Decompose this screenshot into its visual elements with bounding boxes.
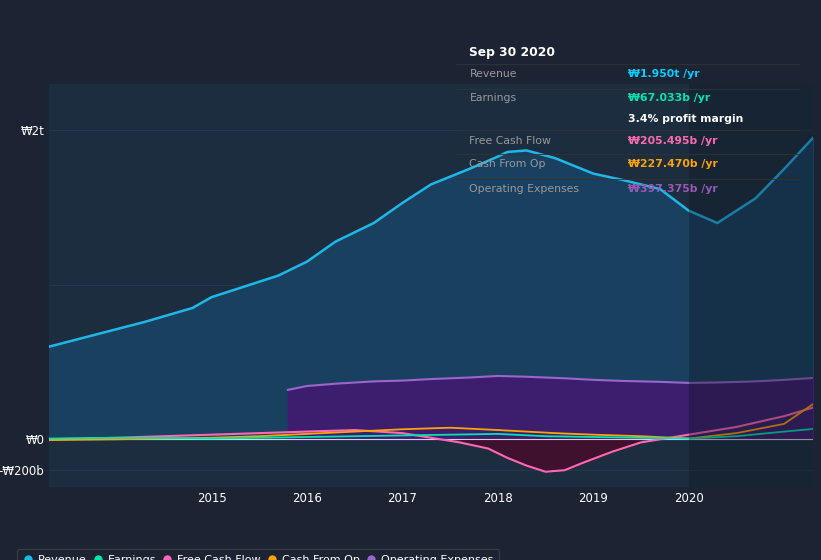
Text: 3.4% profit margin: 3.4% profit margin xyxy=(628,114,744,124)
Text: Revenue: Revenue xyxy=(470,69,517,80)
Text: Earnings: Earnings xyxy=(470,93,516,102)
Text: ₩1.950t /yr: ₩1.950t /yr xyxy=(628,69,699,80)
Text: ₩205.495b /yr: ₩205.495b /yr xyxy=(628,136,718,146)
Text: Operating Expenses: Operating Expenses xyxy=(470,184,580,194)
Text: ₩397.375b /yr: ₩397.375b /yr xyxy=(628,184,718,194)
Text: Free Cash Flow: Free Cash Flow xyxy=(470,136,552,146)
Text: ₩67.033b /yr: ₩67.033b /yr xyxy=(628,93,710,102)
Text: Cash From Op: Cash From Op xyxy=(470,159,546,169)
Text: ₩227.470b /yr: ₩227.470b /yr xyxy=(628,159,718,169)
Legend: Revenue, Earnings, Free Cash Flow, Cash From Op, Operating Expenses: Revenue, Earnings, Free Cash Flow, Cash … xyxy=(16,549,499,560)
Text: Sep 30 2020: Sep 30 2020 xyxy=(470,46,556,59)
Bar xyxy=(689,84,813,487)
